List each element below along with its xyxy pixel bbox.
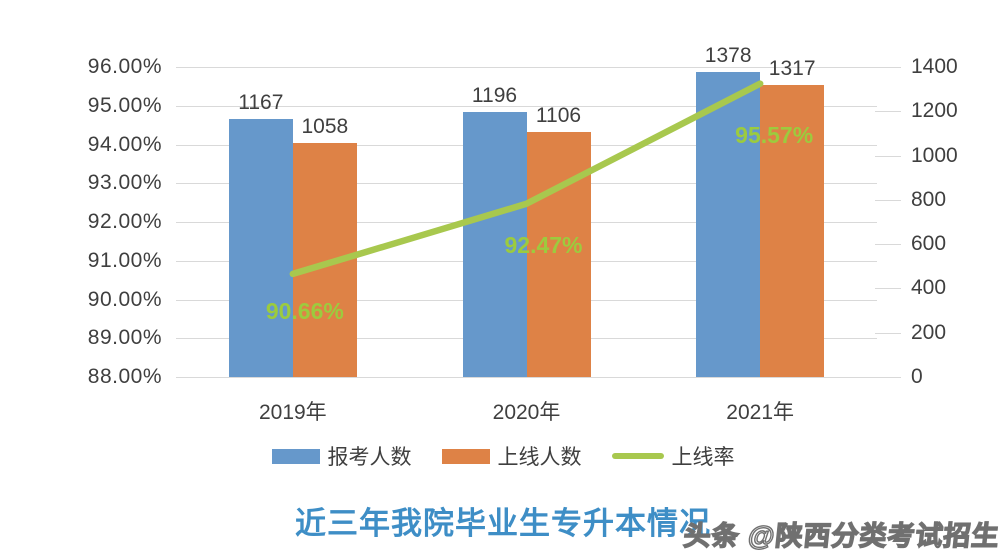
left-axis-tick-label: 92.00% xyxy=(87,210,162,233)
right-axis-tick xyxy=(875,111,901,113)
bar-value-label: 1196 xyxy=(471,84,518,108)
left-axis-tick-label: 90.00% xyxy=(87,287,162,311)
legend-item-rate: 上线率 xyxy=(611,441,735,471)
right-axis-tick-label: 0 xyxy=(911,365,923,388)
passed-bar xyxy=(292,142,357,377)
right-axis-tick xyxy=(875,67,901,68)
bar-value-label: 1167 xyxy=(238,90,284,114)
rate-data-label: 90.66% xyxy=(265,297,344,324)
x-axis-category-label: 2020年 xyxy=(492,401,561,424)
rate-data-label: 92.47% xyxy=(504,231,583,258)
bar-value-label: 1378 xyxy=(704,43,752,67)
bar-value-label: 1317 xyxy=(768,57,816,81)
right-axis-tick-label: 600 xyxy=(911,232,947,256)
legend-item-passed: 上线人数 xyxy=(441,441,582,471)
legend-label-applicants: 报考人数 xyxy=(327,446,412,469)
left-axis-tick-label: 91.00% xyxy=(87,248,162,272)
passed-swatch-icon xyxy=(441,448,490,464)
left-axis-tick-label: 95.00% xyxy=(87,93,162,117)
rate-data-label: 95.57% xyxy=(735,121,814,148)
legend-label-passed: 上线人数 xyxy=(497,446,582,469)
applicants-bar xyxy=(696,71,761,377)
right-axis-tick-label: 200 xyxy=(911,320,947,344)
right-axis-tick xyxy=(875,288,901,290)
applicants-bar xyxy=(228,118,293,377)
left-axis-tick-label: 94.00% xyxy=(87,132,162,156)
applicants-swatch-icon xyxy=(271,448,320,464)
left-axis-tick-label: 93.00% xyxy=(87,171,162,195)
left-axis-tick-label: 88.00% xyxy=(87,365,162,388)
passed-bar xyxy=(760,85,825,377)
left-axis-tick-label: 89.00% xyxy=(87,326,162,350)
gridline xyxy=(176,377,877,378)
rate-line-swatch-icon xyxy=(611,453,664,459)
x-axis-category-label: 2021年 xyxy=(726,401,795,424)
legend-label-rate: 上线率 xyxy=(671,446,735,469)
bar-value-label: 1106 xyxy=(535,104,582,128)
bar-value-label: 1058 xyxy=(301,114,349,138)
right-axis-tick-label: 400 xyxy=(911,276,947,300)
watermark: 头条 @陕西分类考试招生 xyxy=(682,520,1002,551)
right-axis-tick-label: 800 xyxy=(911,187,947,211)
right-axis-tick xyxy=(875,199,901,201)
chart-title: 近三年我院毕业生专升本情况 xyxy=(295,506,711,541)
gridline xyxy=(176,67,877,68)
legend-item-applicants: 报考人数 xyxy=(271,441,412,471)
right-axis-tick xyxy=(875,332,901,334)
x-axis-category-label: 2019年 xyxy=(258,401,327,424)
right-axis-tick xyxy=(875,377,901,378)
right-axis-tick-label: 1400 xyxy=(911,55,958,78)
left-axis-tick-label: 96.00% xyxy=(87,55,162,78)
right-axis-tick xyxy=(875,155,901,157)
right-axis-tick xyxy=(875,244,901,246)
legend: 报考人数 上线人数 上线率 xyxy=(0,441,1006,471)
right-axis-tick-label: 1200 xyxy=(911,99,958,123)
right-axis-tick-label: 1000 xyxy=(911,143,958,167)
